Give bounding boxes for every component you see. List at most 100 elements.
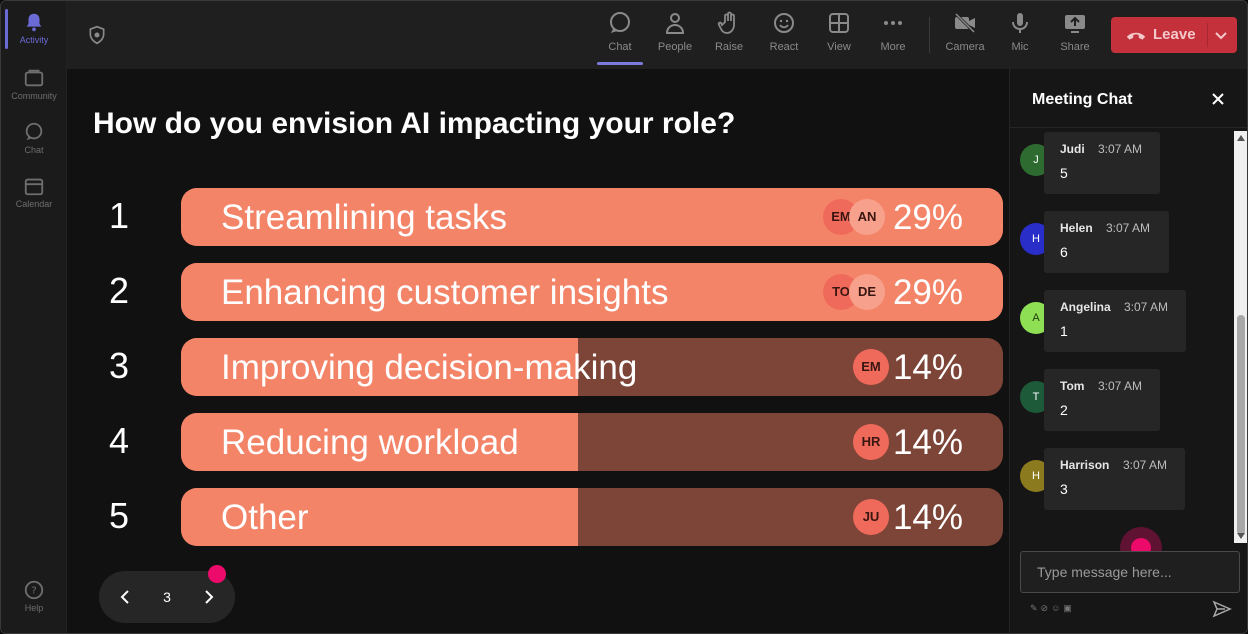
chevron-right-icon[interactable] — [199, 587, 219, 607]
leave-label: Leave — [1153, 26, 1196, 43]
shield-icon — [89, 25, 105, 45]
message-time: 3:07 AM — [1098, 142, 1143, 156]
rail-item-label: Help — [24, 603, 44, 613]
message-time: 3:07 AM — [1106, 221, 1151, 235]
click-indicator-dot — [208, 565, 226, 583]
poll-option-label: Other — [221, 498, 309, 537]
toolbar-label: Raise — [714, 41, 744, 53]
emoji-icon[interactable]: ☺ — [1051, 603, 1064, 613]
avatar: AN — [849, 199, 885, 235]
poll-option-label: Reducing workload — [221, 423, 519, 462]
toolbar-label: Camera — [945, 41, 985, 53]
toolbar-camera-button[interactable]: Camera — [940, 11, 990, 53]
poll-option-fill — [181, 338, 578, 396]
message-text: 6 — [1060, 244, 1068, 260]
scroll-down-arrow[interactable] — [1237, 533, 1245, 539]
sender-name: Tom — [1060, 379, 1085, 393]
poll-option-fill — [181, 488, 578, 546]
rail-item-calendar[interactable]: Calendar — [1, 175, 67, 209]
toolbar-label: Chat — [608, 41, 632, 53]
close-icon[interactable] — [1210, 91, 1226, 107]
smiley-icon — [774, 13, 794, 33]
formatting-toolbar[interactable]: ✎⊘☺▣ — [1030, 603, 1075, 614]
send-icon[interactable] — [1212, 599, 1232, 619]
rail-item-label: Calendar — [15, 199, 53, 209]
chat-scrollbar[interactable] — [1234, 131, 1247, 543]
help-icon: ? — [24, 580, 44, 600]
option-number: 3 — [108, 345, 130, 386]
rail-item-help[interactable]: ? Help — [1, 579, 67, 613]
poll-option-fill — [181, 413, 578, 471]
chat-header-divider — [1010, 127, 1247, 128]
toolbar-label: View — [827, 41, 851, 53]
chat-title: Meeting Chat — [1032, 91, 1133, 108]
toolbar-react-button[interactable]: React — [759, 11, 809, 53]
poll-option-bar: Other JU 14% — [181, 488, 1003, 546]
toolbar-share-button[interactable]: Share — [1050, 11, 1100, 53]
toolbar-more-button[interactable]: More — [868, 11, 918, 53]
camera-off-icon — [954, 12, 976, 34]
chat-icon — [25, 122, 43, 141]
avatar: HR — [853, 424, 889, 460]
bell-icon — [26, 13, 42, 32]
option-number: 4 — [108, 420, 130, 461]
option-number: 5 — [108, 495, 130, 536]
gif-icon[interactable]: ▣ — [1063, 603, 1075, 613]
toolbar-raise-button[interactable]: Raise — [704, 11, 754, 53]
chat-message-input[interactable]: Type message here... — [1020, 551, 1240, 593]
poll-option-percent: 14% — [892, 348, 963, 387]
chevron-left-icon[interactable] — [115, 587, 135, 607]
message-text: 5 — [1060, 165, 1068, 181]
toolbar-people-button[interactable]: People — [650, 11, 700, 53]
rail-item-label: Chat — [24, 145, 44, 155]
people-icon — [665, 13, 685, 34]
poll-option-percent: 14% — [892, 423, 963, 462]
rail-item-label: Community — [11, 91, 57, 101]
rail-item-activity[interactable]: Activity — [1, 11, 67, 45]
toolbar-view-button[interactable]: View — [814, 11, 864, 53]
sender-name: Judi — [1060, 142, 1085, 156]
svg-text:?: ? — [31, 586, 36, 597]
left-rail: Activity Community Chat Calendar ? Help — [1, 1, 67, 633]
chat-message: Tom 3:07 AM 2 — [1044, 369, 1160, 431]
toolbar-mic-button[interactable]: Mic — [995, 11, 1045, 53]
toolbar-label: React — [769, 41, 799, 53]
hand-icon — [717, 11, 735, 34]
meeting-toolbar: Chat People Raise React View More Camera — [67, 1, 1247, 69]
poll-option-percent: 29% — [892, 198, 963, 237]
rail-item-chat[interactable]: Chat — [1, 121, 67, 155]
page-number: 3 — [163, 589, 171, 605]
chevron-down-icon[interactable] — [1213, 27, 1229, 43]
message-time: 3:07 AM — [1098, 379, 1143, 393]
attach-icon[interactable]: ⊘ — [1040, 603, 1052, 613]
poll-option-bar: Reducing workload HR 14% — [181, 413, 1003, 471]
leave-button[interactable]: Leave — [1111, 17, 1237, 53]
phone-hangup-icon — [1126, 32, 1146, 40]
option-number: 1 — [108, 195, 130, 236]
message-text: 1 — [1060, 323, 1068, 339]
poll-option-bar: Streamlining tasks EM AN 29% — [181, 188, 1003, 246]
avatar: JU — [853, 499, 889, 535]
poll-option-label: Enhancing customer insights — [221, 273, 669, 312]
format-icon[interactable]: ✎ — [1030, 603, 1041, 613]
toolbar-label: Mic — [1011, 41, 1029, 53]
poll-option-percent: 29% — [892, 273, 963, 312]
rail-item-community[interactable]: Community — [1, 67, 67, 101]
community-icon — [24, 69, 44, 87]
rail-active-indicator — [5, 9, 8, 49]
message-text: 2 — [1060, 402, 1068, 418]
poll-question: How do you envision AI impacting your ro… — [93, 107, 736, 140]
scroll-thumb[interactable] — [1237, 315, 1245, 535]
option-number: 2 — [108, 270, 130, 311]
avatar: EM — [853, 349, 889, 385]
grid-icon — [829, 13, 849, 33]
poll-results-panel: How do you envision AI impacting your ro… — [67, 69, 1009, 633]
scroll-up-arrow[interactable] — [1237, 135, 1245, 141]
toolbar-divider — [929, 17, 930, 53]
toolbar-chat-button[interactable]: Chat — [595, 11, 645, 53]
toolbar-label: People — [657, 41, 693, 53]
rail-item-label: Activity — [19, 35, 49, 45]
message-text: 3 — [1060, 481, 1068, 497]
leave-divider — [1207, 23, 1208, 47]
poll-option-bar: Enhancing customer insights TO DE 29% — [181, 263, 1003, 321]
